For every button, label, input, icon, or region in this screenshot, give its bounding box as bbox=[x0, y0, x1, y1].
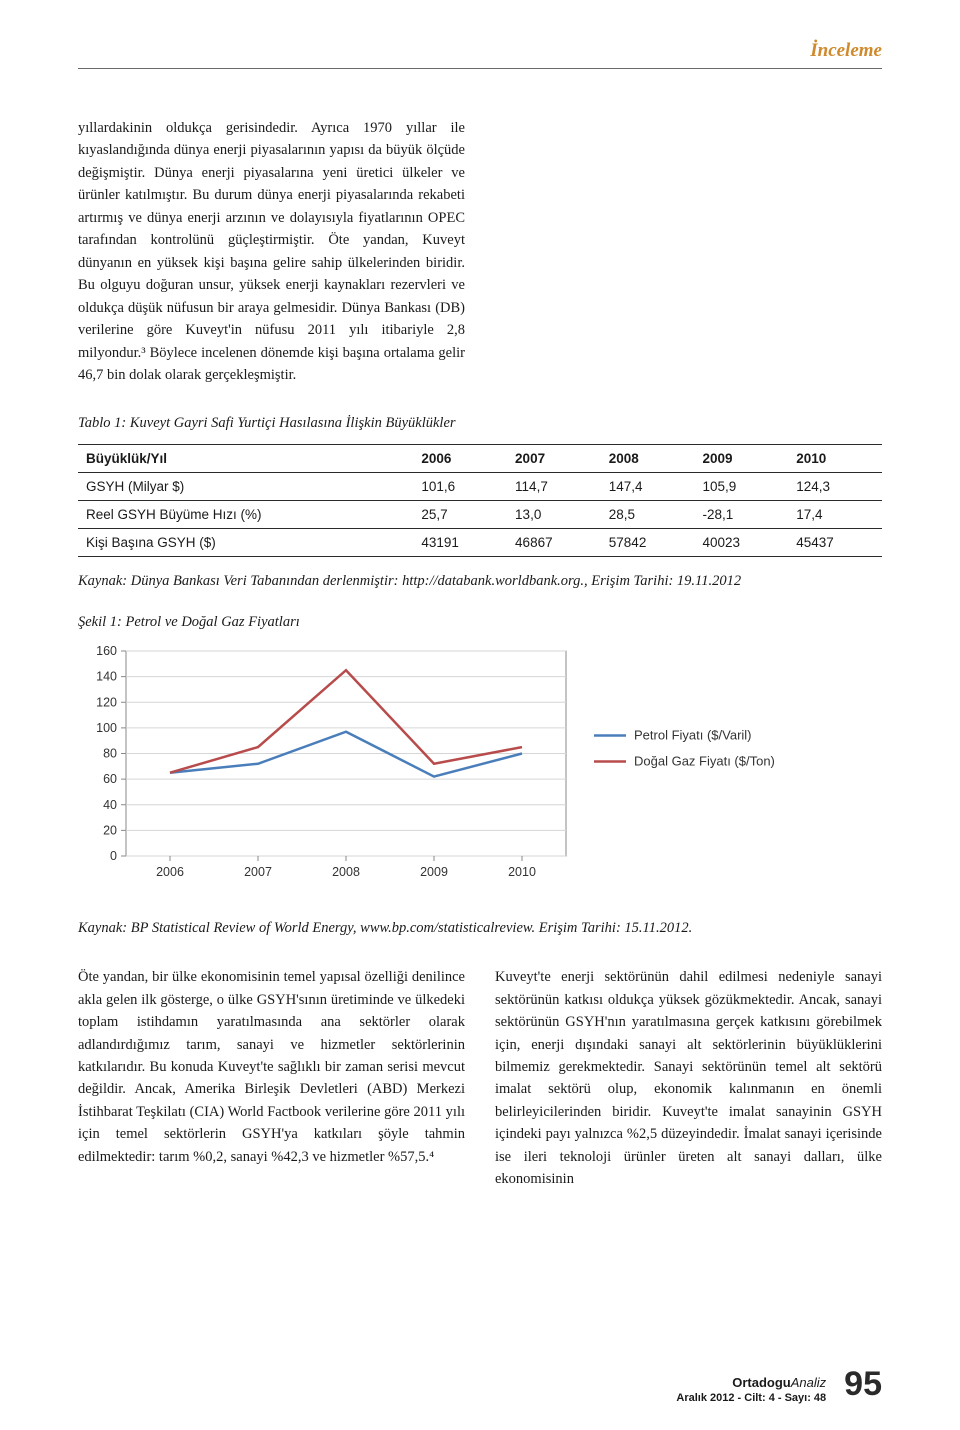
header-rule bbox=[78, 68, 882, 69]
table-row: Reel GSYH Büyüme Hızı (%) 25,7 13,0 28,5… bbox=[78, 500, 882, 528]
cell: 101,6 bbox=[413, 472, 507, 500]
cell: 25,7 bbox=[413, 500, 507, 528]
chart-svg: 0 20 40 60 80 100 120 140 160 2006 2007 2008 2009 201… bbox=[78, 639, 882, 904]
bottom-columns: Öte yandan, bir ülke ekonomisinin temel … bbox=[78, 966, 882, 1191]
cell: 46867 bbox=[507, 528, 601, 556]
intro-paragraph: yıllardakinin oldukça gerisindedir. Ayrı… bbox=[78, 117, 465, 387]
cell: 40023 bbox=[695, 528, 789, 556]
bottom-paragraph-left: Öte yandan, bir ülke ekonomisinin temel … bbox=[78, 966, 465, 1168]
table1-year: 2010 bbox=[788, 444, 882, 472]
svg-text:140: 140 bbox=[96, 670, 117, 684]
svg-text:Doğal Gaz Fiyatı ($/Ton): Doğal Gaz Fiyatı ($/Ton) bbox=[634, 754, 775, 769]
row-label: GSYH (Milyar $) bbox=[78, 472, 413, 500]
svg-text:160: 160 bbox=[96, 644, 117, 658]
cell: 45437 bbox=[788, 528, 882, 556]
svg-text:0: 0 bbox=[110, 849, 117, 863]
svg-text:60: 60 bbox=[103, 773, 117, 787]
footer-page-number: 95 bbox=[844, 1365, 882, 1404]
cell: 57842 bbox=[601, 528, 695, 556]
table1-year: 2009 bbox=[695, 444, 789, 472]
page: İnceleme yıllardakinin oldukça gerisinde… bbox=[0, 0, 960, 1430]
table1-header-row: Büyüklük/Yıl 2006 2007 2008 2009 2010 bbox=[78, 444, 882, 472]
svg-text:2008: 2008 bbox=[332, 865, 360, 879]
table-row: Kişi Başına GSYH ($) 43191 46867 57842 4… bbox=[78, 528, 882, 556]
cell: 147,4 bbox=[601, 472, 695, 500]
figure1-chart: 0 20 40 60 80 100 120 140 160 2006 2007 2008 2009 201… bbox=[78, 639, 882, 904]
figure1-source: Kaynak: BP Statistical Review of World E… bbox=[78, 918, 882, 940]
svg-text:Petrol Fiyatı ($/Varil): Petrol Fiyatı ($/Varil) bbox=[634, 728, 752, 743]
footer-brand-bold: Ortadogu bbox=[732, 1375, 791, 1390]
svg-text:120: 120 bbox=[96, 696, 117, 710]
svg-text:100: 100 bbox=[96, 721, 117, 735]
row-label: Kişi Başına GSYH ($) bbox=[78, 528, 413, 556]
table1-head: Büyüklük/Yıl 2006 2007 2008 2009 2010 bbox=[78, 444, 882, 472]
cell: -28,1 bbox=[695, 500, 789, 528]
table-row: GSYH (Milyar $) 101,6 114,7 147,4 105,9 … bbox=[78, 472, 882, 500]
footer-issue: Aralık 2012 - Cilt: 4 - Sayı: 48 bbox=[676, 1392, 826, 1404]
svg-text:2010: 2010 bbox=[508, 865, 536, 879]
table1-year: 2006 bbox=[413, 444, 507, 472]
footer-brand-italic: Analiz bbox=[791, 1375, 826, 1390]
table1-title: Tablo 1: Kuveyt Gayri Safi Yurtiçi Hasıl… bbox=[78, 415, 882, 432]
cell: 105,9 bbox=[695, 472, 789, 500]
table1-source: Kaynak: Dünya Bankası Veri Tabanından de… bbox=[78, 571, 882, 593]
cell: 124,3 bbox=[788, 472, 882, 500]
table1-year: 2008 bbox=[601, 444, 695, 472]
cell: 43191 bbox=[413, 528, 507, 556]
table1-header-label: Büyüklük/Yıl bbox=[78, 444, 413, 472]
figure1-title: Şekil 1: Petrol ve Doğal Gaz Fiyatları bbox=[78, 614, 882, 631]
footer-brand: OrtadoguAnaliz bbox=[676, 1375, 826, 1390]
cell: 28,5 bbox=[601, 500, 695, 528]
table1-year: 2007 bbox=[507, 444, 601, 472]
table1-body: GSYH (Milyar $) 101,6 114,7 147,4 105,9 … bbox=[78, 472, 882, 556]
cell: 114,7 bbox=[507, 472, 601, 500]
svg-text:20: 20 bbox=[103, 824, 117, 838]
bottom-paragraph-right: Kuveyt'te enerji sektörünün dahil edilme… bbox=[495, 966, 882, 1191]
intro-columns: yıllardakinin oldukça gerisindedir. Ayrı… bbox=[78, 117, 882, 387]
svg-text:2009: 2009 bbox=[420, 865, 448, 879]
svg-text:2007: 2007 bbox=[244, 865, 272, 879]
cell: 17,4 bbox=[788, 500, 882, 528]
svg-text:80: 80 bbox=[103, 747, 117, 761]
page-footer: OrtadoguAnaliz Aralık 2012 - Cilt: 4 - S… bbox=[676, 1365, 882, 1404]
table1: Büyüklük/Yıl 2006 2007 2008 2009 2010 GS… bbox=[78, 444, 882, 557]
svg-text:2006: 2006 bbox=[156, 865, 184, 879]
svg-text:40: 40 bbox=[103, 798, 117, 812]
row-label: Reel GSYH Büyüme Hızı (%) bbox=[78, 500, 413, 528]
section-tag: İnceleme bbox=[78, 40, 882, 62]
cell: 13,0 bbox=[507, 500, 601, 528]
